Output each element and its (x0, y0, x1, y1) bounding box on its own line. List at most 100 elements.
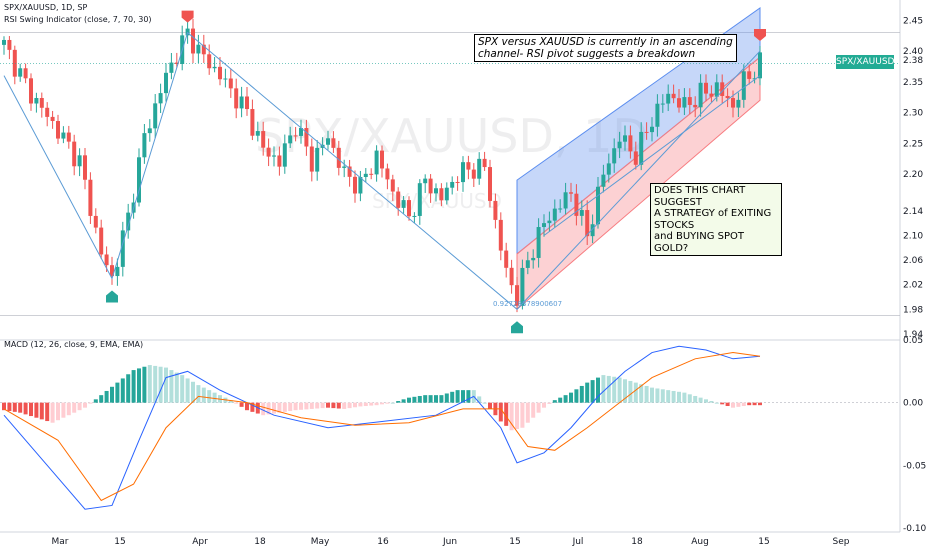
macd-histogram-bar (482, 402, 487, 404)
macd-histogram-bar (579, 385, 584, 403)
candle-body (18, 68, 23, 77)
macd-histogram-bar (180, 375, 185, 403)
macd-histogram-bar (639, 384, 644, 403)
macd-histogram-bar (574, 389, 579, 403)
macd-histogram-bar (2, 402, 6, 411)
candle-body (623, 135, 627, 142)
candle-body (272, 155, 276, 157)
macd-histogram-bar (731, 402, 735, 408)
question-line-6: GOLD? (654, 242, 689, 254)
candle-body (558, 208, 563, 210)
candle-body (650, 126, 654, 133)
candle-body (201, 44, 206, 55)
candle-body (56, 121, 60, 139)
pivot-value-label: 0.92728378900607 (493, 300, 562, 308)
macd-histogram-bar (304, 402, 309, 410)
macd-histogram-bar (207, 390, 212, 403)
candle-body (666, 93, 671, 104)
macd-histogram-bar (401, 399, 406, 403)
question-line-1: DOES THIS CHART (654, 185, 746, 196)
candle-body (23, 68, 28, 79)
macd-histogram-bar (612, 376, 617, 403)
macd-histogram-bar (558, 397, 563, 403)
candle-body (509, 267, 514, 286)
macd-histogram-bar (741, 402, 746, 407)
macd-histogram-bar (660, 389, 665, 403)
macd-histogram-bar (374, 402, 379, 406)
candle-body (482, 158, 487, 168)
candle-body (315, 147, 320, 172)
macd-histogram-bar (450, 391, 455, 403)
macd-histogram-bar (299, 402, 303, 410)
analysis-note: SPX versus XAUUSD is currently in an asc… (474, 34, 737, 62)
macd-histogram-bar (239, 402, 244, 407)
candle-body (326, 138, 330, 145)
candle-body (174, 62, 179, 64)
time-axis-tick: Jul (572, 537, 584, 547)
candle-body (660, 103, 665, 105)
candle-body (698, 82, 703, 108)
candle-body (120, 230, 125, 267)
macd-histogram-bar (380, 402, 384, 405)
macd-histogram-bar (212, 392, 217, 403)
macd-histogram-bar (315, 402, 320, 409)
time-axis-tick: 18 (254, 537, 266, 547)
time-axis-tick: 15 (758, 537, 769, 547)
macd-histogram-bar (525, 402, 530, 423)
macd-histogram-bar (250, 402, 255, 412)
macd-histogram-bar (353, 402, 357, 408)
macd-histogram-bar (326, 402, 330, 408)
symbol-price-badge[interactable]: SPX/XAUUSD (836, 55, 895, 69)
candle-body (585, 210, 590, 237)
candle-body (687, 97, 692, 105)
candle-body (477, 158, 482, 179)
candle-body (34, 98, 39, 104)
candle-body (282, 143, 287, 167)
macd-histogram-bar (488, 402, 492, 409)
candle-body (455, 181, 460, 183)
candle-body (504, 250, 509, 268)
price-axis-tick: 1.98 (903, 305, 923, 315)
question-line-4: STOCKS (654, 219, 695, 231)
time-axis-tick: Jun (442, 537, 457, 547)
candle-body (569, 192, 573, 194)
candle-body (617, 141, 622, 149)
pivot-zigzag-line (3, 31, 761, 310)
macd-histogram-bar (563, 395, 568, 403)
macd-histogram-bar (164, 367, 168, 403)
candle-body (147, 128, 152, 134)
macd-histogram-bar (18, 402, 23, 413)
macd-histogram-bar (461, 390, 465, 403)
macd-histogram-bar (358, 402, 363, 407)
macd-histogram-bar (99, 395, 104, 403)
symbol-header: SPX/XAUUSD, 1D, SP (4, 3, 88, 12)
question-line-5: and BUYING SPOT (654, 231, 744, 242)
candle-body (574, 193, 579, 216)
macd-histogram-bar (147, 365, 152, 403)
candle-body (110, 265, 114, 277)
candle-body (412, 215, 417, 217)
macd-histogram-bar (261, 402, 266, 416)
macd-histogram-bar (142, 366, 147, 403)
macd-histogram-bar (666, 390, 671, 403)
candle-body (450, 181, 455, 188)
candle-body (66, 132, 71, 142)
price-axis-tick: 2.40 (903, 47, 923, 57)
candle-body (471, 169, 476, 179)
candle-body (369, 173, 374, 175)
last-price-value: 2.38 (903, 56, 924, 66)
candle-body (61, 132, 66, 139)
price-axis-tick: 2.14 (903, 207, 923, 217)
candle-body (380, 150, 384, 169)
macd-histogram-bar (644, 385, 649, 403)
macd-histogram-bar (110, 386, 114, 403)
candle-body (83, 155, 87, 180)
macd-histogram-bar (725, 402, 730, 407)
macd-histogram-bar (466, 390, 471, 403)
candle-body (439, 188, 444, 201)
macd-histogram-bar (336, 402, 341, 409)
macd-histogram-bar (439, 395, 444, 403)
candle-body (515, 285, 519, 306)
macd-histogram-bar (520, 402, 525, 428)
